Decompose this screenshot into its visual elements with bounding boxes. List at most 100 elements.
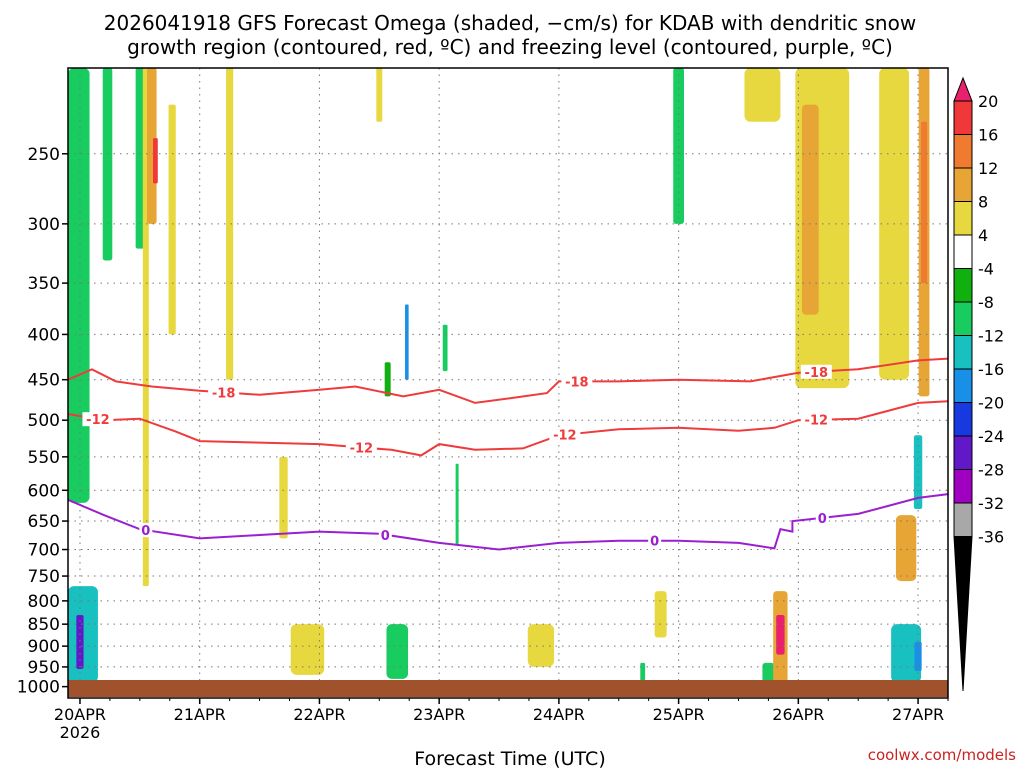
chart-title-line1: 2026041918 GFS Forecast Omega (shaded, −… [104, 11, 916, 35]
omega-patch-19 [673, 68, 684, 224]
colorbar-cap-bottom [953, 536, 973, 692]
colorbar-cap-top [953, 76, 973, 102]
contour-label-bg--18-1 [561, 374, 593, 389]
colorbar-label-0: 20 [978, 92, 998, 111]
omega-patch-17 [455, 463, 459, 545]
colorbar-swatch-0 [953, 100, 973, 135]
omega-patch-34 [914, 641, 922, 671]
contour-label-bg-0-2 [648, 533, 662, 548]
y-tick-label-250: 250 [28, 145, 60, 165]
contour-label--18-0: -18 [212, 386, 236, 401]
colorbar-label-1: 16 [978, 126, 998, 145]
colorbar-swatch-11 [953, 469, 973, 504]
omega-patch-8 [168, 104, 176, 335]
x-tick-label-24APR: 24APR [533, 705, 585, 724]
omega-patch-14 [386, 624, 409, 679]
colorbar-label-5: -4 [978, 260, 994, 279]
colorbar-label-7: -12 [978, 327, 1004, 346]
colorbar-label-2: 12 [978, 159, 998, 178]
omega-patch-23 [762, 662, 775, 683]
contour-label-0-3: 0 [818, 512, 827, 527]
colorbar-swatch-7 [953, 335, 973, 370]
x-tick-label-21APR: 21APR [174, 705, 226, 724]
omega-patch-22 [744, 68, 781, 122]
contour-label-bg-0-0 [139, 523, 153, 538]
credit-text: coolwx.com/models [868, 746, 1016, 764]
colorbar-swatch-3 [953, 201, 973, 236]
y-tick-label-350: 350 [28, 274, 60, 294]
contour-line--18 [67, 357, 949, 404]
contour-label-bg--18-2 [800, 364, 832, 379]
plot-frame [67, 67, 949, 699]
colorbar-swatch-12 [953, 502, 973, 537]
grid-lines [68, 68, 948, 698]
omega-patch-2 [68, 68, 90, 503]
x-tick-sublabel-20APR: 2026 [60, 723, 101, 742]
colorbar-swatch-1 [953, 134, 973, 169]
contour-label--18-1: -18 [565, 375, 589, 390]
omega-patch-15 [405, 304, 409, 380]
y-tick-label-700: 700 [28, 541, 60, 561]
omega-shading [68, 68, 930, 683]
contour-label-0-0: 0 [141, 524, 150, 539]
colorbar-label-4: 4 [978, 226, 988, 245]
y-tick-label-750: 750 [28, 567, 60, 587]
x-tick-label-23APR: 23APR [413, 705, 465, 724]
x-tick-label-20APR: 20APR [54, 705, 106, 724]
y-tick-label-900: 900 [28, 637, 60, 657]
terrain-ground [68, 680, 948, 697]
contour-line-0 [67, 493, 949, 551]
x-tick-label-27APR: 27APR [892, 705, 944, 724]
x-tick-label-26APR: 26APR [772, 705, 824, 724]
omega-patch-21 [640, 662, 646, 683]
omega-patch-30 [921, 121, 928, 284]
colorbar-swatch-9 [953, 402, 973, 437]
colorbar-label-3: 8 [978, 193, 988, 212]
omega-patch-31 [895, 515, 917, 582]
omega-patch-18 [527, 624, 555, 667]
y-tick-label-1000: 1000 [17, 678, 60, 698]
contour-label-0-1: 0 [381, 529, 390, 544]
colorbar-swatch-8 [953, 368, 973, 403]
omega-patch-20 [654, 591, 667, 638]
contour-label--12-1: -12 [350, 441, 374, 456]
omega-patch-1 [76, 615, 84, 669]
x-axis-label: Forecast Time (UTC) [414, 748, 605, 768]
omega-patch-27 [801, 104, 819, 315]
omega-patch-6 [147, 68, 157, 224]
colorbar: 20 16 12 8 4 -4 -8 -12 -16 -20 -24 -28 -32 -36 [953, 76, 1004, 692]
colorbar-label-9: -20 [978, 394, 1004, 413]
colorbar-swatch-2 [953, 167, 973, 202]
colorbar-swatch-5 [953, 268, 973, 303]
colorbar-label-13: -36 [978, 528, 1004, 547]
contour-label-bg--12-3 [800, 412, 832, 427]
omega-patch-12 [376, 68, 383, 122]
y-tick-label-850: 850 [28, 615, 60, 635]
contour-label-0-2: 0 [650, 535, 659, 550]
contour-line--12 [67, 400, 949, 457]
contour-label--18-2: -18 [805, 366, 829, 381]
x-tick-label-25APR: 25APR [653, 705, 705, 724]
omega-patch-32 [891, 624, 922, 683]
chart-title-line2: growth region (contoured, red, ºC) and f… [127, 35, 893, 59]
contour-label-bg--18-0 [208, 385, 240, 400]
colorbar-swatch-4 [953, 234, 973, 269]
x-tick-label-22APR: 22APR [293, 705, 345, 724]
colorbar-swatch-6 [953, 301, 973, 336]
contour-label-bg--12-1 [345, 440, 377, 455]
colorbar-label-10: -24 [978, 427, 1004, 446]
y-tick-label-450: 450 [28, 371, 60, 391]
omega-patch-16 [442, 324, 448, 372]
y-tick-label-600: 600 [28, 481, 60, 501]
contour-lines: -18 -18 -18 -12 -12 -12 -12 0 0 0 0 [67, 357, 949, 551]
contour-label-bg--12-0 [82, 412, 114, 427]
colorbar-swatch-10 [953, 435, 973, 470]
y-tick-label-650: 650 [28, 512, 60, 532]
contour-label--12-2: -12 [553, 429, 577, 444]
colorbar-label-6: -8 [978, 293, 994, 312]
contour-label-bg--12-2 [549, 427, 581, 442]
colorbar-label-11: -28 [978, 461, 1004, 480]
omega-patch-4 [135, 68, 145, 249]
omega-patch-11 [290, 624, 325, 675]
